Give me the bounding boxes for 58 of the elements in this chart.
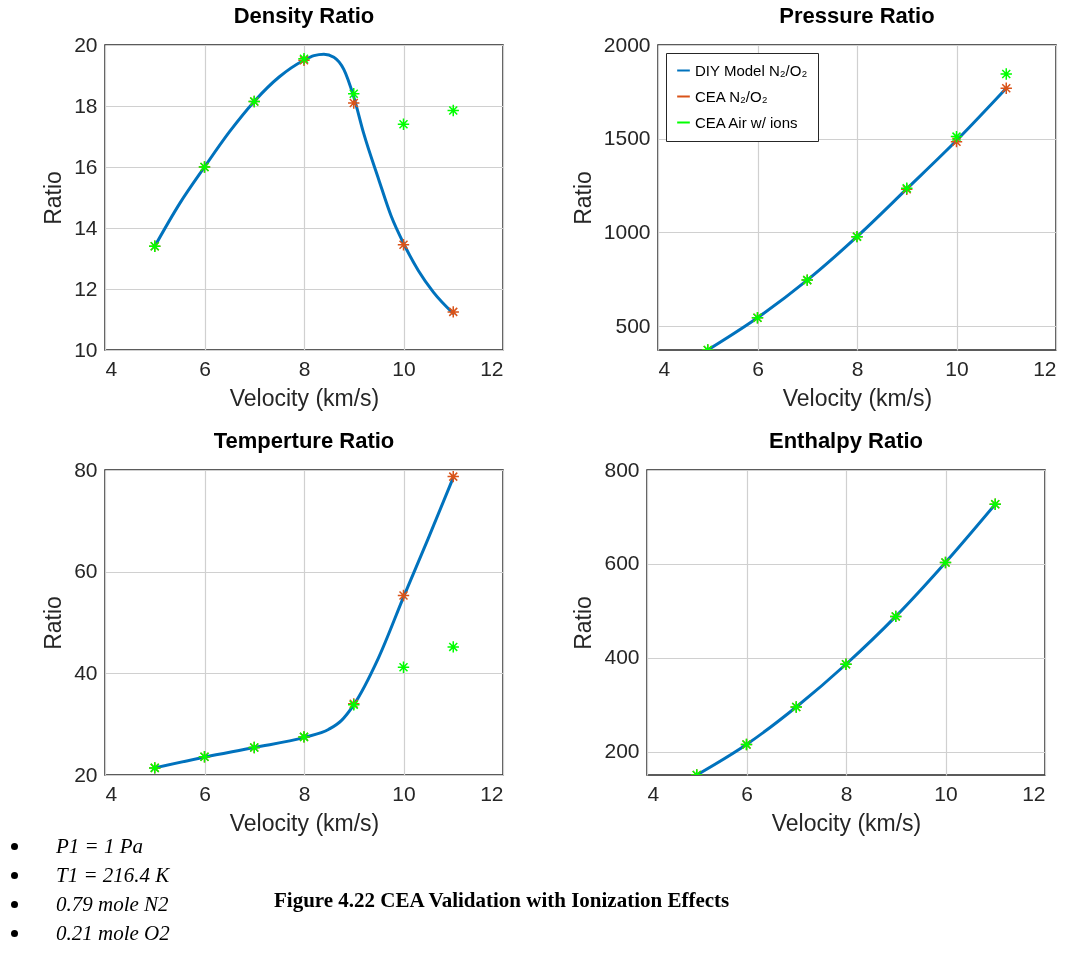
- x-tick-label: 12: [480, 781, 504, 805]
- x-tick-label: 10: [392, 781, 416, 805]
- y-tick-label: 600: [604, 551, 640, 575]
- text: 0.21 mole O2: [56, 920, 170, 947]
- text: 0.79 mole N2: [56, 891, 169, 918]
- y-tick-label: 16: [74, 154, 98, 178]
- x-tick-label: 8: [840, 781, 853, 805]
- y-tick-label: 800: [604, 457, 640, 481]
- legend-label: CEA N₂/O₂: [695, 87, 768, 105]
- y-tick-label: 1000: [603, 219, 651, 243]
- y-tick-label: 10: [74, 337, 98, 361]
- y-axis-title: Ratio: [569, 171, 596, 225]
- y-axis-title: Ratio: [40, 596, 67, 650]
- x-axis-title: Velocity (km/s): [229, 809, 380, 836]
- legend-label: DIY Model N₂/O₂: [695, 61, 808, 79]
- x-tick-label: 6: [752, 356, 764, 380]
- y-axis-title: Ratio: [570, 596, 597, 650]
- x-axis-title: Velocity (km/s): [771, 809, 922, 836]
- x-tick-label: 4: [105, 356, 118, 380]
- text: T1 = 216.4 K: [56, 862, 170, 889]
- x-axis-title: Velocity (km/s): [782, 384, 933, 411]
- x-tick-label: 12: [1022, 781, 1046, 805]
- y-tick-label: 80: [74, 457, 98, 481]
- x-tick-label: 4: [105, 781, 118, 805]
- legend-label: CEA Air w/ ions: [695, 113, 798, 131]
- y-tick-label: 18: [74, 93, 98, 117]
- x-tick-label: 4: [658, 356, 671, 380]
- y-tick-label: 20: [74, 762, 98, 786]
- x-tick-label: 12: [480, 356, 504, 380]
- x-tick-label: 8: [298, 356, 311, 380]
- chart-title: Pressure Ratio: [779, 3, 935, 28]
- x-tick-label: 10: [934, 781, 958, 805]
- y-axis-title: Ratio: [40, 171, 67, 225]
- y-tick-label: 2000: [603, 32, 651, 56]
- caption: Figure 4.22 CEA Validation with Ionization Effects: [274, 888, 730, 913]
- x-tick-label: 12: [1033, 356, 1057, 380]
- y-tick-label: 500: [615, 313, 651, 337]
- chart-title: Density Ratio: [233, 3, 375, 28]
- x-tick-label: 6: [199, 356, 211, 380]
- x-tick-label: 10: [945, 356, 969, 380]
- x-tick-label: 6: [741, 781, 753, 805]
- chart-title: Temperture Ratio: [213, 428, 395, 453]
- y-tick-label: 40: [74, 660, 98, 684]
- chart-title: Enthalpy Ratio: [768, 428, 924, 453]
- x-tick-label: 6: [199, 781, 211, 805]
- x-tick-label: 4: [647, 781, 660, 805]
- y-tick-label: 12: [74, 276, 98, 300]
- y-tick-label: 20: [74, 32, 98, 56]
- text: P1 = 1 Pa: [56, 833, 144, 860]
- y-tick-label: 14: [74, 215, 98, 239]
- y-tick-label: 200: [604, 739, 640, 763]
- x-tick-label: 10: [392, 356, 416, 380]
- x-axis-title: Velocity (km/s): [229, 384, 380, 411]
- x-tick-label: 8: [851, 356, 864, 380]
- y-tick-label: 1500: [603, 126, 651, 150]
- x-tick-label: 8: [298, 781, 311, 805]
- y-tick-label: 60: [74, 559, 98, 583]
- y-tick-label: 400: [604, 645, 640, 669]
